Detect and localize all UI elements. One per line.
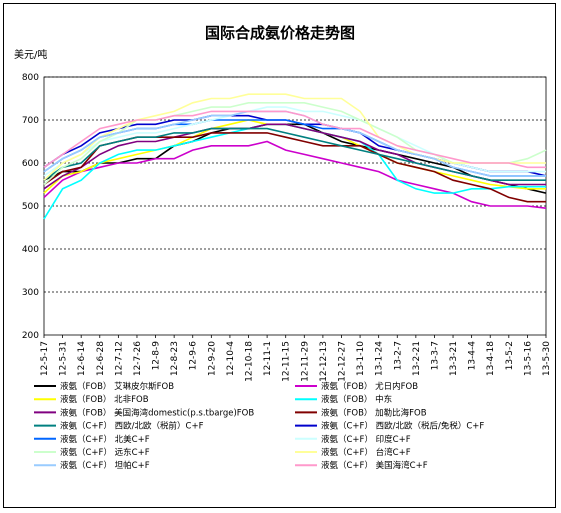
x-tick-label: 12-11-1 — [263, 341, 273, 376]
x-tick-label: 13-3-7 — [430, 341, 440, 370]
x-tick-label: 13-1-10 — [356, 341, 366, 376]
legend-entry: 液氨（FOB） 加勒比海FOB — [321, 407, 427, 418]
legend-entry: 液氨（FOB） 艾琳皮尔斯FOB — [60, 381, 174, 392]
legend-entry: 液氨（C+F） 台湾C+F — [321, 447, 411, 458]
chart-title: 国际合成氨价格走势图 — [205, 24, 355, 42]
legend: 液氨（FOB） 艾琳皮尔斯FOB 液氨（FOB） 尤日内FOB 液氨（FOB） 北非… — [34, 381, 484, 471]
y-tick-label: 300 — [22, 288, 39, 298]
series-line — [43, 110, 546, 169]
x-tick-label: 12-5-31 — [59, 341, 69, 376]
x-tick-label: 12-10-4 — [226, 341, 236, 376]
legend-entry: 液氨（FOB） 中东 — [321, 394, 392, 405]
y-tick-label: 400 — [22, 245, 39, 255]
series-line — [43, 102, 547, 186]
series-line — [43, 110, 546, 177]
series-line — [43, 106, 546, 177]
x-tick-label: 12-7-12 — [114, 341, 124, 376]
x-tick-label: 12-9-6 — [189, 341, 199, 371]
x-tick-label: 12-9-20 — [207, 341, 217, 376]
x-tick-label: 13-4-18 — [486, 341, 496, 376]
legend-entry: 液氨（FOB） 尤日内FOB — [321, 381, 418, 392]
chart-frame — [3, 3, 556, 508]
y-tick-label: 700 — [22, 116, 39, 126]
legend-entry: 液氨（C+F） 印度C+F — [321, 434, 411, 445]
x-tick-label: 13-4-4 — [468, 341, 478, 371]
x-tick-label: 12-8-9 — [152, 341, 162, 371]
x-tick-label: 12-11-15 — [282, 341, 292, 382]
y-tick-label: 800 — [22, 73, 39, 83]
x-tick-label: 13-5-30 — [542, 341, 552, 376]
x-tick-label: 13-2-21 — [412, 341, 422, 376]
x-tick-label: 12-7-26 — [133, 341, 143, 376]
legend-entry: 液氨（C+F） 远东C+F — [60, 447, 150, 458]
x-tick-label: 12-5-17 — [40, 341, 50, 376]
legend-entry: 液氨（FOB） 美国海湾domestic(p.s.tbarge)FOB — [60, 407, 254, 418]
legend-entry: 液氨（C+F） 美国海湾C+F — [321, 460, 428, 471]
x-tick-label: 12-10-18 — [245, 341, 255, 382]
series-line — [43, 140, 547, 209]
x-tick-label: 12-12-27 — [337, 341, 347, 382]
x-tick-label: 12-11-29 — [300, 341, 310, 382]
legend-entry: 液氨（FOB） 北非FOB — [60, 394, 149, 405]
legend-entry: 液氨（C+F） 西欧/北欧（税后/免税）C+F — [321, 421, 484, 432]
x-tick-label: 13-3-21 — [449, 341, 459, 376]
y-tick-label: 200 — [22, 331, 39, 341]
series-line — [43, 93, 546, 181]
y-tick-label: 500 — [22, 202, 39, 212]
x-tick-label: 12-12-13 — [319, 341, 329, 382]
series-lines — [43, 93, 547, 220]
legend-entry: 液氨（C+F） 北美C+F — [60, 434, 150, 445]
x-tick-label: 12-8-23 — [170, 341, 180, 376]
x-tick-label: 12-6-28 — [96, 341, 106, 376]
y-axis-label: 美元/吨 — [14, 48, 47, 61]
series-line — [43, 123, 546, 190]
series-line — [43, 123, 547, 194]
series-line — [43, 127, 546, 181]
legend-entry: 液氨（C+F） 坦帕C+F — [60, 460, 150, 471]
x-tick-label: 13-5-16 — [523, 341, 533, 376]
series-line — [43, 119, 546, 194]
x-tick-label: 12-6-14 — [77, 341, 87, 376]
legend-entry: 液氨（C+F） 西欧/北欧（税前）C+F — [60, 421, 204, 432]
x-tick-label: 13-5-2 — [505, 341, 515, 370]
y-tick-label: 600 — [22, 159, 39, 169]
x-tick-label: 13-1-24 — [375, 341, 385, 376]
axes: 200 300 400 500 600 700 800 12-5-17 12-5-31 12-6-… — [22, 73, 552, 382]
plot-area-border — [43, 76, 547, 336]
x-tick-label: 13-2-7 — [393, 341, 403, 370]
